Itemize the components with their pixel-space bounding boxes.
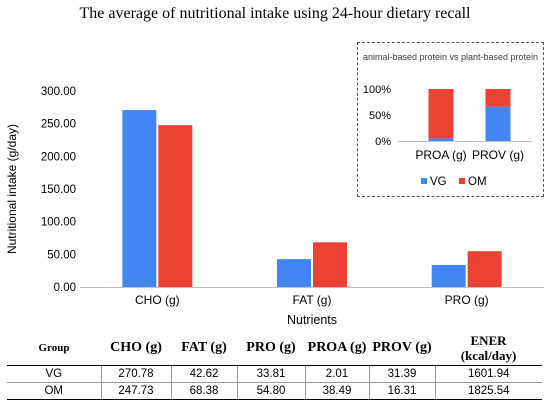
- inset-legend-label-vg: VG: [430, 176, 447, 188]
- inset-chart-panel: animal-based protein vs plant-based prot…: [357, 42, 544, 197]
- y-tick-label: 150.00: [41, 184, 76, 196]
- main-bar-chart: 0.00 50.00 100.00 150.00 200.00 250.00 300.00 N…: [5, 86, 544, 327]
- y-tick-label: 200.00: [41, 151, 76, 163]
- y-tick-label: 50.00: [47, 249, 76, 261]
- bar-vg-1: [277, 259, 311, 287]
- inset-stacked-bar-chart: 0% 50% 100% PROA (g) PROV (g) VG OM: [363, 84, 532, 188]
- table-cell: 1601.94: [435, 365, 542, 383]
- inset-bar-om-0: [428, 89, 454, 139]
- table-row: OM 247.73 68.38 54.80 38.49 16.31 1825.54: [7, 382, 542, 400]
- bar-vg-2: [431, 264, 466, 287]
- x-tick-label: PRO (g): [445, 293, 489, 307]
- table-header-row: Group CHO (g) FAT (g) PRO (g) PROA (g) P…: [7, 331, 542, 366]
- table-header-ener-label: ENER: [470, 333, 507, 348]
- table-cell: 1825.54: [435, 382, 542, 400]
- table-cell: 38.49: [305, 382, 370, 400]
- table-cell: 33.81: [237, 365, 306, 383]
- y-tick-label: 250.00: [41, 119, 76, 131]
- figure-title: The average of nutritional intake using …: [79, 5, 471, 22]
- nutrition-table: Group CHO (g) FAT (g) PRO (g) PROA (g) P…: [7, 331, 542, 400]
- inset-legend-swatch-om: [459, 178, 465, 184]
- y-tick-label: 0.00: [54, 282, 76, 294]
- inset-y-tick-label: 50%: [369, 110, 391, 122]
- bar-vg-0: [122, 110, 157, 288]
- inset-legend-label-om: OM: [468, 176, 487, 188]
- table-cell: 247.73: [101, 382, 172, 400]
- table-header-proa: PROA (g): [305, 331, 369, 366]
- y-tick-label: 100.00: [41, 217, 76, 229]
- inset-y-tick-label: 0%: [375, 136, 391, 148]
- inset-chart-title: animal-based protein vs plant-based prot…: [362, 52, 539, 62]
- x-tick-label: CHO (g): [135, 293, 180, 307]
- table-header-group: Group: [7, 331, 101, 366]
- inset-x-tick-label: PROA (g): [415, 148, 466, 162]
- inset-legend-swatch-vg: [421, 178, 427, 184]
- table-cell: 31.39: [369, 365, 436, 383]
- y-axis-label: Nutritional intake (g/day): [5, 124, 19, 254]
- bar-om-2: [467, 251, 502, 287]
- table-header-cho: CHO (g): [101, 331, 171, 366]
- table-cell-group: VG: [7, 365, 102, 383]
- table-body: VG 270.78 42.62 33.81 2.01 31.39 1601.94 OM 247.…: [7, 365, 542, 400]
- table-cell: 42.62: [171, 365, 238, 383]
- x-axis-label: Nutrients: [287, 313, 337, 327]
- table-header-pro: PRO (g): [237, 331, 305, 366]
- table-cell: 16.31: [369, 382, 436, 400]
- table-cell: 68.38: [171, 382, 238, 400]
- table-row: VG 270.78 42.62 33.81 2.01 31.39 1601.94: [7, 365, 542, 383]
- table-header-ener-unit: (kcal/day): [460, 348, 517, 363]
- inset-bar-vg-0: [428, 138, 454, 141]
- table-cell: 2.01: [305, 365, 370, 383]
- inset-x-tick-label: PROV (g): [472, 148, 524, 162]
- y-tick-label: 300.00: [41, 86, 76, 98]
- inset-bar-vg-1: [485, 106, 511, 141]
- inset-y-tick-label: 100%: [363, 84, 391, 96]
- table-cell: 54.80: [237, 382, 306, 400]
- bar-om-0: [158, 125, 193, 287]
- table-cell-group: OM: [7, 382, 102, 400]
- table-header-ener: ENER (kcal/day): [435, 331, 542, 366]
- table-header-prov: PROV (g): [369, 331, 435, 366]
- table-header-fat: FAT (g): [171, 331, 237, 366]
- inset-bar-om-1: [485, 89, 511, 107]
- table-cell: 270.78: [101, 365, 172, 383]
- bar-om-1: [313, 242, 347, 287]
- x-tick-label: FAT (g): [293, 293, 332, 307]
